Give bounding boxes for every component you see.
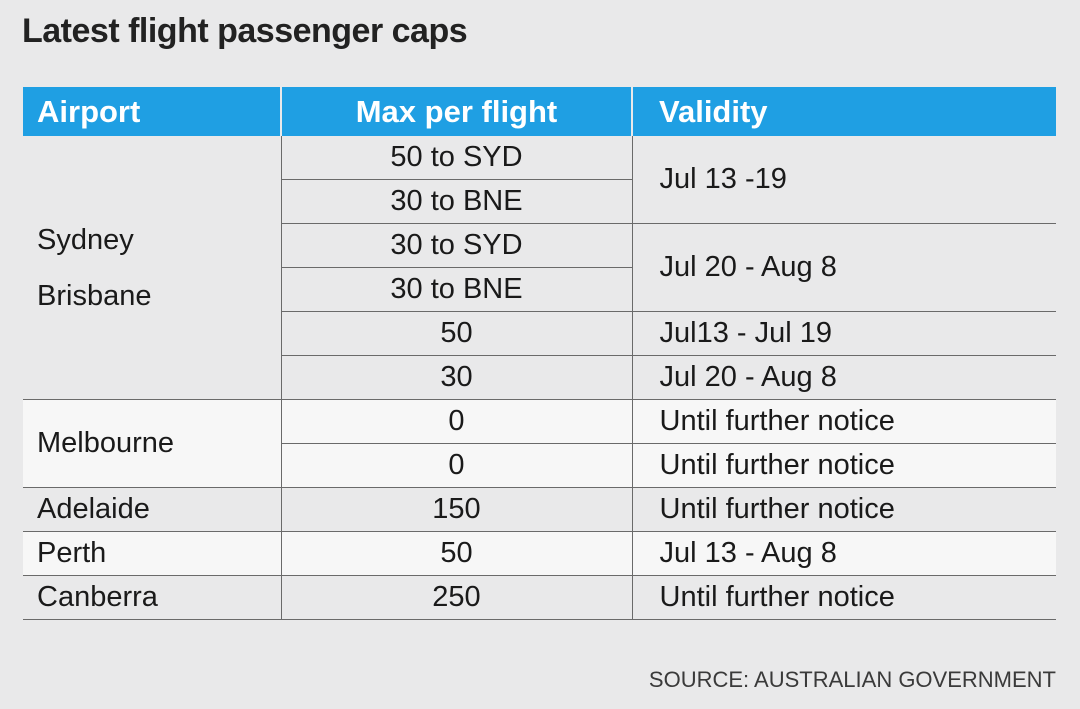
table-row: 50 Jul13 - Jul 19 (23, 311, 1056, 356)
cap-cell: 50 to SYD (280, 136, 632, 180)
table-row: Canberra 250 Until further notice (23, 575, 1056, 620)
airport-cell-adelaide: Adelaide (23, 487, 281, 532)
validity-cell: Jul 13 -19 (631, 136, 1056, 224)
table-row: 30 Jul 20 - Aug 8 (23, 355, 1056, 400)
cap-cell: 0 (280, 399, 632, 444)
table-row: Melbourne 0 Until further notice (23, 399, 1056, 488)
cap-cell: 250 (280, 575, 632, 620)
cap-cell: 150 (280, 487, 632, 532)
passenger-caps-table: Airport Max per flight Validity Sydney B… (23, 87, 1056, 620)
airport-cell-sydney-brisbane: Sydney Brisbane (23, 136, 281, 400)
header-max-per-flight: Max per flight (280, 87, 632, 136)
table-row: 30 to BNE (23, 267, 1056, 312)
header-validity: Validity (631, 87, 1056, 136)
table-row: 30 to SYD Jul 20 - Aug 8 (23, 223, 1056, 312)
validity-cell: Until further notice (631, 575, 1056, 620)
table-row: Adelaide 150 Until further notice (23, 487, 1056, 532)
validity-cell: Until further notice (631, 399, 1056, 444)
source-credit: SOURCE: AUSTRALIAN GOVERNMENT (648, 667, 1056, 692)
page-title: Latest flight passenger caps (22, 12, 468, 50)
table-row: Perth 50 Jul 13 - Aug 8 (23, 531, 1056, 576)
cap-cell: 30 to BNE (280, 179, 632, 224)
airport-cell-canberra: Canberra (23, 575, 281, 620)
validity-cell: Jul 13 - Aug 8 (631, 531, 1056, 576)
cap-cell: 30 to BNE (280, 267, 632, 312)
table-header-row: Airport Max per flight Validity (23, 87, 1056, 136)
cap-cell: 0 (280, 443, 632, 488)
cap-cell: 50 (280, 311, 632, 356)
validity-cell: Until further notice (631, 443, 1056, 488)
validity-cell: Jul 20 - Aug 8 (631, 355, 1056, 400)
airport-cell-melbourne: Melbourne (23, 399, 281, 488)
airport-name-sydney: Sydney (37, 223, 134, 256)
cap-cell: 30 (280, 355, 632, 400)
table-row: 0 Until further notice (23, 443, 1056, 488)
table-row: 30 to BNE (23, 179, 1056, 224)
cap-cell: 30 to SYD (280, 223, 632, 268)
airport-cell-perth: Perth (23, 531, 281, 576)
table-row: Sydney Brisbane 50 to SYD Jul 13 -19 (23, 136, 1056, 400)
validity-cell: Jul13 - Jul 19 (631, 311, 1056, 356)
validity-cell: Jul 20 - Aug 8 (631, 223, 1056, 312)
header-airport: Airport (23, 87, 281, 136)
validity-cell: Until further notice (631, 487, 1056, 532)
airport-name-brisbane: Brisbane (37, 279, 152, 312)
cap-cell: 50 (280, 531, 632, 576)
